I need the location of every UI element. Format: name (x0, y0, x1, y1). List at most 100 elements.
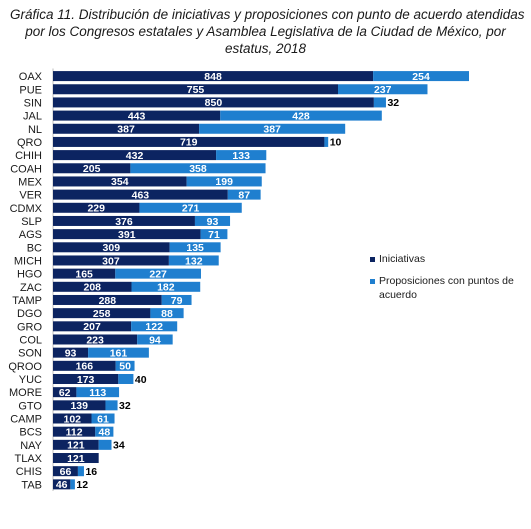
bar-proposiciones-more (76, 387, 120, 398)
data-label-proposiciones-hgo: 227 (149, 268, 167, 280)
data-label-iniciativas-jal: 443 (128, 110, 146, 122)
bar-iniciativas-tlax (53, 453, 99, 464)
category-label-hgo: HGO (17, 269, 43, 281)
category-label-ver: VER (19, 190, 42, 202)
bar-proposiciones-mich (168, 255, 219, 266)
data-label-iniciativas-tab: 46 (56, 479, 68, 491)
bar-iniciativas-ags (53, 229, 201, 240)
category-label-pue: PUE (19, 84, 42, 96)
bar-proposiciones-ags (200, 229, 228, 240)
category-label-sin: SIN (24, 97, 42, 109)
data-label-proposiciones-oax: 254 (412, 71, 430, 83)
bar-proposiciones-camp (91, 413, 115, 424)
data-label-proposiciones-ver: 87 (238, 189, 250, 201)
bar-iniciativas-nay (53, 439, 99, 450)
category-label-slp: SLP (21, 216, 42, 228)
bar-iniciativas-gto (53, 400, 106, 411)
category-label-mich: MICH (14, 255, 42, 267)
bar-proposiciones-dgo (150, 308, 184, 319)
category-label-tab: TAB (21, 479, 42, 491)
bar-iniciativas-chis (53, 466, 78, 477)
bar-iniciativas-tab (53, 479, 71, 490)
category-label-gro: GRO (17, 321, 43, 333)
bar-proposiciones-nay (98, 439, 112, 450)
category-label-jal: JAL (23, 111, 42, 123)
data-label-proposiciones-pue: 237 (374, 84, 392, 96)
data-label-proposiciones-coah: 358 (189, 163, 207, 175)
data-label-iniciativas-nay: 121 (67, 440, 85, 452)
category-label-bc: BC (27, 242, 42, 254)
bar-proposiciones-bc (169, 242, 221, 253)
bar-iniciativas-coah (53, 163, 131, 174)
bar-proposiciones-oax (373, 71, 470, 82)
data-label-iniciativas-more: 62 (59, 387, 71, 399)
bar-proposiciones-son (88, 347, 149, 358)
data-label-iniciativas-pue: 755 (187, 84, 205, 96)
bar-iniciativas-pue (53, 84, 339, 95)
legend-label-iniciativas: Iniciativas (379, 253, 426, 265)
data-label-iniciativas-slp: 376 (115, 216, 133, 228)
bar-iniciativas-bcs (53, 426, 96, 437)
bar-proposiciones-zac (131, 281, 201, 292)
bar-proposiciones-yuc (118, 373, 134, 384)
bar-proposiciones-slp (194, 215, 231, 226)
data-label-proposiciones-mich: 132 (185, 255, 203, 267)
category-label-more: MORE (9, 387, 42, 399)
category-label-col: COL (19, 334, 42, 346)
bar-iniciativas-gro (53, 321, 132, 332)
data-label-iniciativas-oax: 848 (204, 71, 222, 83)
bar-iniciativas-nl (53, 123, 200, 134)
bar-proposiciones-chih (216, 150, 267, 161)
bar-iniciativas-mich (53, 255, 169, 266)
data-label-iniciativas-qro: 719 (180, 137, 198, 149)
category-label-chis: CHIS (16, 466, 42, 478)
bar-proposiciones-tamp (161, 294, 192, 305)
data-label-proposiciones-gro: 122 (145, 321, 163, 333)
bar-proposiciones-coah (130, 163, 266, 174)
legend-item-iniciativas: Iniciativas (370, 252, 520, 266)
data-label-proposiciones-camp: 61 (97, 413, 109, 425)
data-label-iniciativas-tlax: 121 (67, 453, 85, 465)
data-label-iniciativas-yuc: 173 (77, 374, 95, 386)
bar-iniciativas-qro (53, 136, 325, 147)
data-label-iniciativas-col: 223 (86, 334, 104, 346)
category-label-ags: AGS (19, 229, 42, 241)
bar-proposiciones-pue (338, 84, 428, 95)
data-label-proposiciones-sin: 32 (387, 97, 399, 109)
bar-proposiciones-sin (373, 97, 386, 108)
data-label-iniciativas-dgo: 258 (93, 308, 111, 320)
data-label-proposiciones-cdmx: 271 (182, 203, 200, 215)
bar-proposiciones-ver (227, 189, 261, 200)
bar-proposiciones-qroo (115, 360, 135, 371)
chart-legend: Iniciativas Proposiciones con puntos de … (370, 252, 520, 310)
data-label-proposiciones-dgo: 88 (161, 308, 173, 320)
data-label-proposiciones-ags: 71 (208, 229, 220, 241)
data-label-iniciativas-ags: 391 (118, 229, 136, 241)
category-label-son: SON (18, 348, 42, 360)
data-label-proposiciones-yuc: 40 (135, 374, 147, 386)
bar-iniciativas-slp (53, 215, 195, 226)
data-label-iniciativas-gto: 139 (70, 400, 88, 412)
bar-proposiciones-qro (324, 136, 329, 147)
data-label-iniciativas-coah: 205 (83, 163, 101, 175)
bar-iniciativas-dgo (53, 308, 151, 319)
bar-iniciativas-chih (53, 150, 217, 161)
legend-swatch-proposiciones (370, 279, 375, 284)
legend-swatch-iniciativas (370, 257, 375, 262)
bar-iniciativas-jal (53, 110, 221, 121)
data-label-iniciativas-bc: 309 (103, 242, 121, 254)
data-label-iniciativas-cdmx: 229 (87, 203, 105, 215)
bar-proposiciones-chis (77, 466, 84, 477)
category-label-dgo: DGO (17, 308, 43, 320)
bar-iniciativas-ver (53, 189, 228, 200)
bar-iniciativas-more (53, 387, 77, 398)
bar-proposiciones-bcs (95, 426, 114, 437)
bar-iniciativas-sin (53, 97, 374, 108)
bar-iniciativas-oax (53, 71, 374, 82)
data-label-proposiciones-bc: 135 (186, 242, 204, 254)
bar-iniciativas-mex (53, 176, 187, 187)
bar-iniciativas-son (53, 347, 89, 358)
category-label-coah: COAH (10, 163, 42, 175)
bar-iniciativas-qroo (53, 360, 116, 371)
